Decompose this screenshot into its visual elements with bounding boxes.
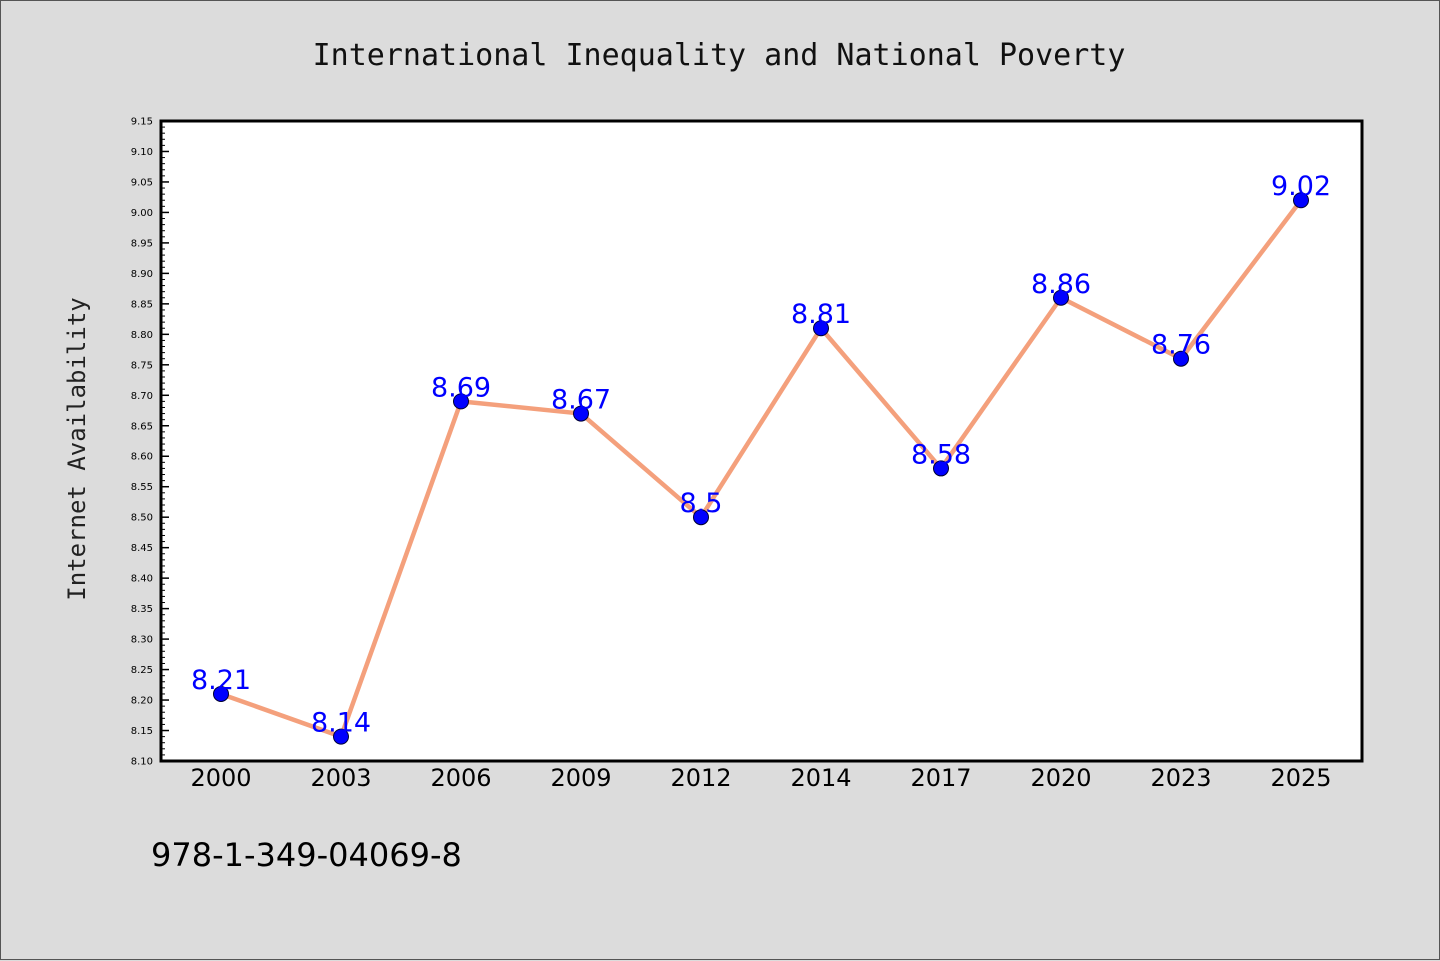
data-point bbox=[453, 393, 469, 410]
y-tick-label: 8.40 bbox=[131, 574, 153, 585]
x-tick-label: 2000 bbox=[190, 764, 251, 792]
y-tick-label: 8.60 bbox=[131, 452, 153, 463]
data-label: 8.58 bbox=[911, 439, 971, 470]
isbn-footer: 978-1-349-04069-8 bbox=[151, 836, 462, 874]
data-label: 8.69 bbox=[431, 372, 491, 403]
y-tick-label: 8.45 bbox=[131, 543, 153, 554]
data-label: 8.21 bbox=[191, 665, 251, 696]
y-tick-label: 8.70 bbox=[131, 391, 153, 402]
x-tick-label: 2017 bbox=[910, 764, 971, 792]
y-tick-label: 8.10 bbox=[131, 757, 153, 768]
data-point bbox=[1293, 192, 1309, 209]
y-axis-label: Internet Availability bbox=[63, 297, 91, 600]
y-tick-label: 9.00 bbox=[131, 208, 153, 219]
data-label: 8.81 bbox=[791, 299, 851, 330]
data-point bbox=[573, 405, 589, 422]
data-label: 8.14 bbox=[311, 708, 371, 739]
y-tick-label: 8.55 bbox=[131, 482, 153, 493]
data-label: 8.86 bbox=[1031, 269, 1091, 300]
data-point bbox=[333, 728, 349, 745]
data-label: 9.02 bbox=[1271, 171, 1331, 202]
data-point-markers bbox=[213, 192, 1309, 745]
y-tick-label: 8.20 bbox=[131, 696, 153, 707]
series-line-group bbox=[218, 197, 1304, 739]
x-axis-ticks: 2000 2003 2006 2009 2012 2014 2017 2020 2023 2025 bbox=[190, 764, 1331, 792]
y-tick-label: 9.05 bbox=[131, 177, 153, 188]
chart-title: International Inequality and National Po… bbox=[313, 38, 1126, 73]
y-tick-label: 8.80 bbox=[131, 330, 153, 341]
y-tick-label: 8.75 bbox=[131, 360, 153, 371]
x-tick-label: 2012 bbox=[670, 764, 731, 792]
y-tick-label: 9.10 bbox=[131, 147, 153, 158]
y-tick-label: 8.15 bbox=[131, 726, 153, 737]
y-axis-ticks: 8.10 8.15 8.20 8.25 8.30 8.35 8.40 8.45 8.50 8.55… bbox=[131, 117, 169, 768]
plot-area bbox=[159, 119, 1364, 763]
data-point bbox=[213, 685, 229, 702]
y-tick-label: 8.30 bbox=[131, 635, 153, 646]
data-label: 8.67 bbox=[551, 385, 611, 416]
data-point bbox=[933, 460, 949, 477]
x-tick-label: 2025 bbox=[1270, 764, 1331, 792]
x-tick-label: 2003 bbox=[310, 764, 371, 792]
y-tick-label: 8.95 bbox=[131, 238, 153, 249]
data-label: 8.5 bbox=[680, 488, 723, 519]
data-point bbox=[1173, 350, 1189, 367]
y-tick-label: 8.35 bbox=[131, 604, 153, 615]
y-tick-label: 8.25 bbox=[131, 665, 153, 676]
y-tick-label: 8.50 bbox=[131, 513, 153, 524]
data-point bbox=[1053, 289, 1069, 306]
data-label: 8.76 bbox=[1151, 330, 1211, 361]
data-point bbox=[813, 320, 829, 337]
data-labels: 8.21 8.14 8.69 8.67 8.5 8.81 8.58 8.86 8.76 9.02 bbox=[191, 171, 1331, 738]
x-tick-label: 2014 bbox=[790, 764, 851, 792]
x-tick-label: 2006 bbox=[430, 764, 491, 792]
y-tick-label: 8.65 bbox=[131, 421, 153, 432]
y-tick-label: 8.85 bbox=[131, 299, 153, 310]
x-tick-label: 2020 bbox=[1030, 764, 1091, 792]
data-point bbox=[693, 509, 709, 526]
series-line bbox=[218, 197, 1304, 739]
x-tick-label: 2009 bbox=[550, 764, 611, 792]
x-tick-label: 2023 bbox=[1150, 764, 1211, 792]
y-tick-label: 9.15 bbox=[131, 117, 153, 128]
y-tick-label: 8.90 bbox=[131, 269, 153, 280]
